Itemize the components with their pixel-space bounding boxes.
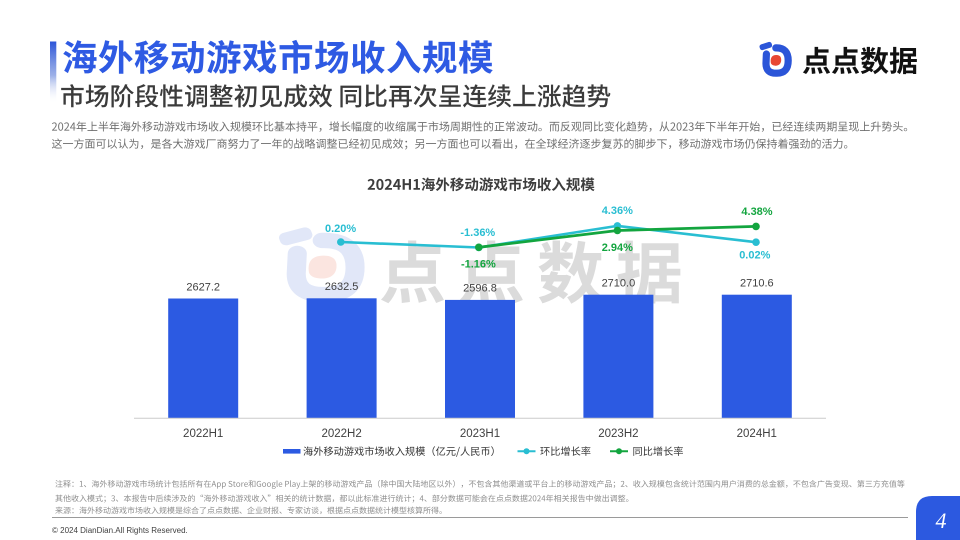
svg-text:2023H1: 2023H1	[460, 428, 500, 440]
svg-text:2.94%: 2.94%	[602, 242, 633, 254]
svg-text:2710.6: 2710.6	[740, 278, 774, 290]
svg-text:2022H2: 2022H2	[321, 428, 361, 440]
svg-text:0.20%: 0.20%	[325, 223, 356, 235]
svg-text:-1.16%: -1.16%	[461, 259, 496, 271]
svg-text:-1.36%: -1.36%	[460, 227, 495, 239]
svg-text:2627.2: 2627.2	[186, 281, 220, 293]
svg-text:2023H2: 2023H2	[598, 428, 638, 440]
svg-text:4.36%: 4.36%	[602, 205, 633, 217]
svg-text:4.38%: 4.38%	[741, 206, 772, 218]
svg-text:© 2024 DianDian.All Rights Res: © 2024 DianDian.All Rights Reserved.	[52, 526, 188, 535]
svg-text:2024H1: 2024H1	[737, 428, 777, 440]
svg-text:0.02%: 0.02%	[739, 249, 770, 261]
svg-text:2632.5: 2632.5	[325, 281, 359, 293]
svg-text:2596.8: 2596.8	[463, 283, 497, 295]
svg-text:2710.0: 2710.0	[602, 278, 636, 290]
svg-text:2022H1: 2022H1	[183, 428, 223, 440]
svg-text:4: 4	[936, 508, 947, 533]
